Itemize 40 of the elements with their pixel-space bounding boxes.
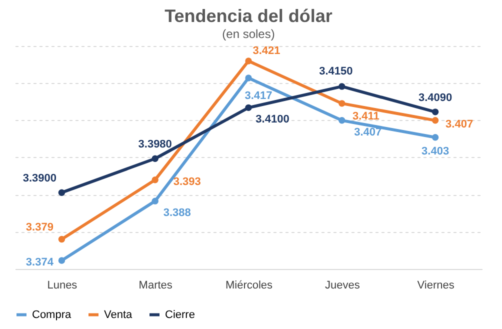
point [245,74,252,82]
point [152,176,158,184]
x-tick-label: Viernes [417,280,455,292]
data-label: 3.4090 [418,92,452,104]
legend-label: Venta [104,308,134,321]
data-label: 3.374 [26,256,54,269]
point [58,189,66,196]
point [152,198,158,204]
point [58,236,66,243]
data-label: 3.411 [352,110,380,122]
legend-label: Compra [32,308,72,321]
point [338,100,346,107]
x-tick-label: Lunes [47,280,78,292]
point [58,257,66,264]
chart-title: Tendencia del dólar [164,6,332,26]
point [432,108,439,116]
data-label: 3.421 [252,44,280,57]
data-label: 3.417 [244,90,272,102]
point [338,83,346,90]
data-label: 3.407 [354,126,382,138]
point [338,117,346,124]
point [432,134,439,141]
data-label: 3.403 [422,145,450,158]
chart-subtitle: (en soles) [222,27,275,41]
point [152,155,158,162]
legend-label: Cierre [165,308,195,321]
data-label: 3.388 [163,207,191,220]
x-tick-label: Martes [138,280,173,292]
data-label: 3.3980 [138,138,172,151]
data-label: 3.393 [173,176,201,188]
point [245,104,252,112]
point [245,58,252,64]
point [432,117,439,124]
data-label: 3.4150 [319,65,353,78]
data-label: 3.407 [446,118,474,130]
data-label: 3.3900 [22,172,57,185]
data-label: 3.4100 [256,114,290,126]
x-tick-label: Miércoles [225,280,274,292]
data-label: 3.379 [26,221,54,234]
x-tick-label: Jueves [324,280,360,292]
